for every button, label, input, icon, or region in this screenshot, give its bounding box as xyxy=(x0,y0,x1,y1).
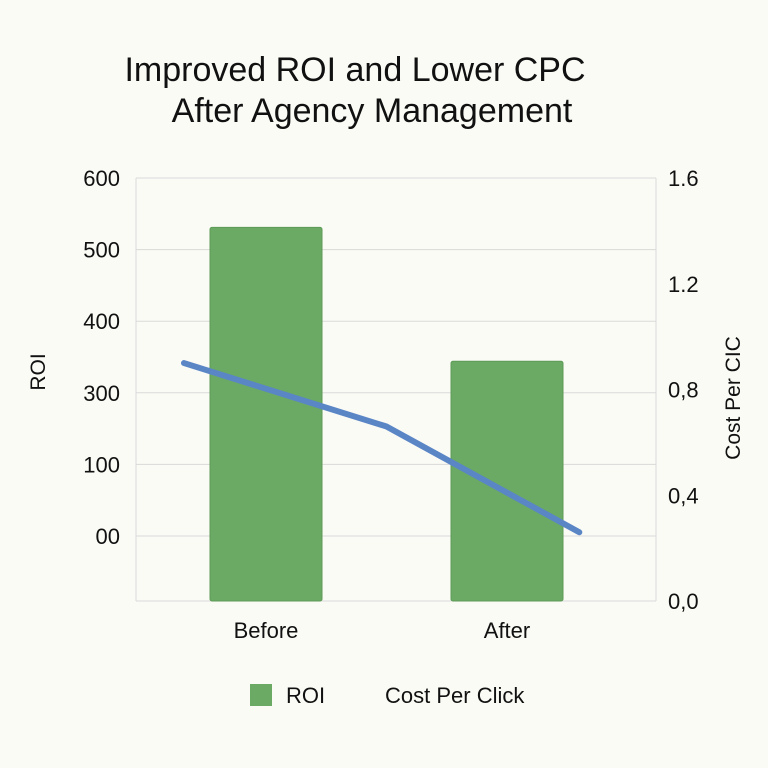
roi-bars xyxy=(209,226,564,602)
chart-title: Improved ROI and Lower CPC After Agency … xyxy=(124,51,585,130)
category-labels: Before After xyxy=(234,618,531,643)
legend-label-roi: ROI xyxy=(286,683,325,708)
left-tick-label: 300 xyxy=(83,381,120,406)
left-tick-label: 400 xyxy=(83,309,120,334)
left-tick-label: 00 xyxy=(96,524,120,549)
right-tick-label: 0,4 xyxy=(668,483,699,508)
cpc-line xyxy=(181,360,583,536)
category-label: Before xyxy=(234,618,299,643)
title-line-2: After Agency Management xyxy=(172,92,573,130)
title-line-1: Improved ROI and Lower CPC xyxy=(124,51,585,89)
left-tick-label: 100 xyxy=(83,452,120,477)
category-label: After xyxy=(484,618,530,643)
roi-bar-before xyxy=(209,226,323,602)
left-tick-label: 600 xyxy=(83,166,120,191)
right-tick-label: 0,8 xyxy=(668,378,699,403)
legend: ROI Cost Per Click xyxy=(250,683,525,708)
right-tick-label: 0,0 xyxy=(668,589,699,614)
cpc-line-series xyxy=(181,360,583,536)
left-axis-ticks: 00 100 300 400 500 600 xyxy=(83,166,120,549)
right-tick-label: 1.6 xyxy=(668,166,699,191)
roi-bar-after xyxy=(450,360,564,602)
legend-label-cpc: Cost Per Click xyxy=(385,683,525,708)
right-axis-ticks: 0,0 0,4 0,8 1.2 1.6 xyxy=(668,166,699,614)
left-tick-label: 500 xyxy=(83,238,120,263)
legend-swatch-roi xyxy=(250,684,272,706)
right-axis-label: Cost Per CIC xyxy=(722,336,745,460)
right-tick-label: 1.2 xyxy=(668,272,699,297)
left-axis-label: ROI xyxy=(27,353,50,390)
